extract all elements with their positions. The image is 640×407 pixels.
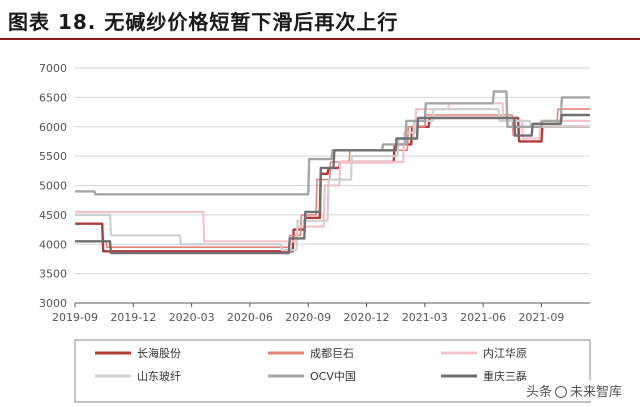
title-bar: 图表 18. 无碱纱价格短暂下滑后再次上行 [0, 0, 640, 40]
y-tick-label: 3500 [39, 268, 67, 281]
y-tick-label: 5000 [39, 180, 67, 193]
y-tick-label: 5500 [39, 150, 67, 163]
x-tick-label: 2021-09 [518, 311, 564, 324]
x-tick-label: 2021-06 [460, 311, 506, 324]
y-tick-label: 6000 [39, 121, 67, 134]
x-tick-label: 2020-12 [344, 311, 390, 324]
x-tick-label: 2020-09 [285, 311, 331, 324]
logo-icon [554, 386, 567, 398]
line-chart: 3000 3500 4000 4500 5000 5500 6000 6500 7000 2019… [39, 62, 591, 403]
legend-label: 长海股份 [137, 346, 181, 360]
watermark-prefix: 头条 [525, 385, 552, 400]
series-line [75, 108, 590, 252]
legend-label: OCV中国 [310, 370, 356, 383]
y-tick-label: 4000 [39, 238, 67, 251]
page-title: 图表 18. 无碱纱价格短暂下滑后再次上行 [8, 10, 399, 34]
x-tick-label: 2021-03 [402, 311, 448, 324]
series-line [75, 113, 590, 255]
legend-label: 山东玻纤 [137, 370, 181, 383]
y-tick-label: 7000 [39, 62, 67, 75]
x-tick-label: 2020-03 [169, 311, 215, 324]
series-line [75, 108, 590, 248]
x-tick-label: 2019-12 [110, 311, 156, 324]
legend-label: 重庆三磊 [483, 369, 527, 383]
x-tick-label: 2020-06 [227, 311, 273, 324]
legend-label: 内江华原 [483, 346, 527, 360]
y-tick-label: 6500 [39, 91, 67, 104]
watermark-account: 未来智库 [569, 385, 622, 400]
y-tick-label: 3000 [39, 297, 67, 310]
x-tick-label: 2019-09 [52, 311, 98, 324]
watermark: 头条 未来智库 [521, 380, 626, 401]
y-tick-label: 4500 [39, 209, 67, 222]
legend-label: 成都巨石 [310, 347, 354, 360]
legend-box [74, 339, 591, 403]
